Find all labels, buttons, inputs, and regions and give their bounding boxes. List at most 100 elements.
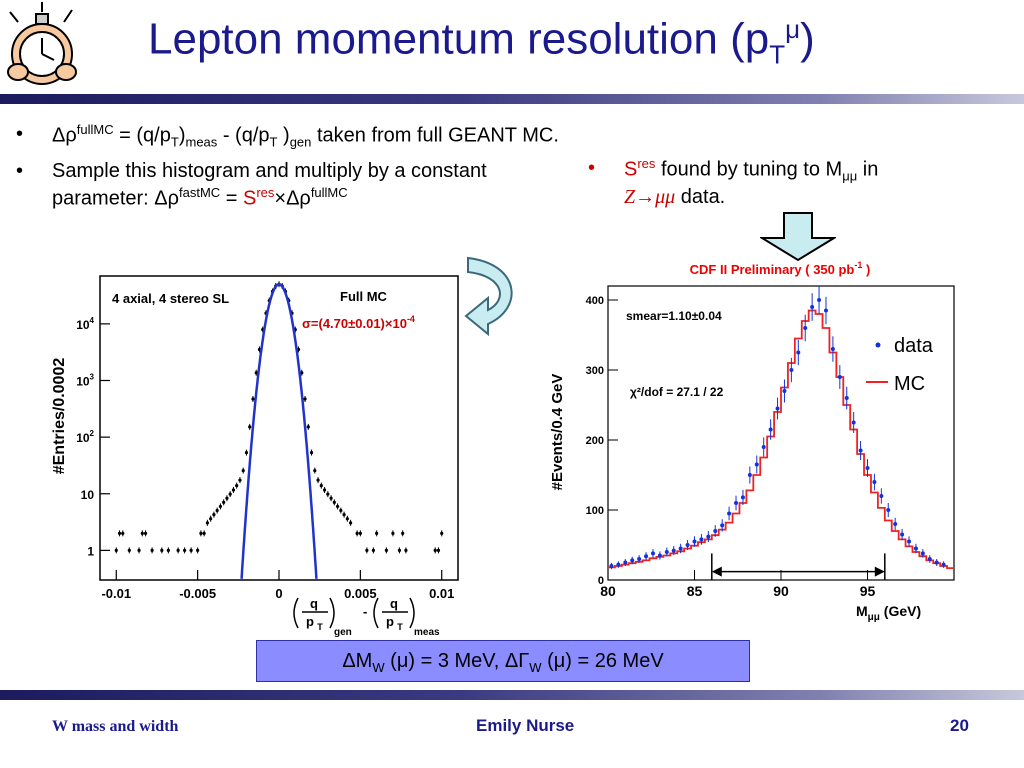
- data-point: [309, 450, 314, 455]
- data-point: [699, 537, 704, 542]
- data-point: [127, 548, 131, 552]
- x-tick-label: 95: [860, 583, 876, 599]
- y-tick-label: 102: [76, 429, 94, 445]
- bottom-divider: [0, 690, 1024, 700]
- gaussian-fit-curve: [240, 283, 318, 579]
- x-tick-label: -0.005: [179, 586, 216, 601]
- svg-text:gen: gen: [334, 627, 352, 638]
- data-point: [630, 558, 635, 563]
- data-point: [768, 427, 773, 432]
- data-point: [637, 557, 642, 561]
- down-arrow-icon: [760, 212, 836, 262]
- data-point: [303, 397, 307, 401]
- data-point: [371, 548, 375, 552]
- y-tick-label: 10: [81, 488, 95, 502]
- svg-text:p: p: [386, 614, 394, 629]
- fit-range-arrow: [711, 553, 886, 580]
- y-tick-label: 0: [598, 575, 604, 587]
- data-point: [117, 531, 122, 535]
- data-point: [865, 466, 870, 470]
- data-point: [782, 389, 787, 393]
- data-point: [345, 517, 349, 521]
- left-label-fullmc: Full MC: [340, 289, 388, 304]
- data-point: [803, 326, 808, 330]
- data-point: [678, 546, 683, 551]
- legend: data MC: [866, 335, 934, 395]
- right-plot-header: CDF II Preliminary ( 350 pb-1 ): [690, 260, 871, 277]
- bullet-item-3: • Sres found by tuning to Mμμ in Z→μμ da…: [588, 156, 879, 209]
- data-point: [934, 560, 939, 565]
- bullet-item-1: • ΔρfullMC = (q/pT)meas - (q/pT )gen tak…: [16, 122, 559, 150]
- x-tick-label: 0: [275, 586, 282, 601]
- y-tick-label: 103: [76, 372, 94, 388]
- right-mass-plot: CDF II Preliminary ( 350 pb-1 ) #Events/…: [549, 260, 955, 623]
- svg-text:-: -: [363, 604, 367, 619]
- data-point: [401, 531, 405, 535]
- data-point: [796, 350, 801, 355]
- data-point: [306, 425, 310, 429]
- data-point: [202, 531, 206, 535]
- data-point: [375, 531, 379, 535]
- data-point: [365, 548, 369, 552]
- y-tick-label: 100: [586, 505, 604, 517]
- data-point: [218, 504, 223, 509]
- data-point: [244, 450, 249, 455]
- data-point: [166, 548, 170, 552]
- data-point: [335, 504, 340, 509]
- data-point: [342, 513, 346, 517]
- data-point: [851, 420, 856, 425]
- data-point: [355, 531, 359, 535]
- footer-left: W mass and width: [52, 718, 179, 735]
- top-divider: [0, 94, 1024, 104]
- data-point: [740, 495, 745, 500]
- page-title: Lepton momentum resolution (pTμ): [148, 14, 815, 70]
- data-point: [143, 531, 148, 535]
- data-point: [222, 500, 226, 504]
- data-point: [322, 488, 327, 492]
- data-point: [329, 496, 333, 500]
- data-point: [844, 396, 849, 400]
- svg-text:p: p: [306, 614, 314, 629]
- left-label-sl: 4 axial, 4 stereo SL: [112, 291, 229, 306]
- bullet-marker: •: [16, 123, 24, 145]
- data-point: [183, 548, 187, 552]
- bullet-item-2: • Sample this histogram and multiply by …: [16, 160, 487, 210]
- data-point: [205, 521, 209, 525]
- data-point: [228, 492, 232, 496]
- data-point: [650, 551, 655, 556]
- result-box: ΔMW (μ) = 3 MeV, ΔΓW (μ) = 26 MeV: [256, 640, 750, 682]
- data-point: [225, 496, 229, 500]
- data-point: [248, 425, 252, 429]
- data-point: [671, 548, 676, 553]
- curved-arrow-icon: [464, 256, 513, 337]
- data-point: [761, 445, 766, 449]
- left-y-axis-label: #Entries/0.0002: [51, 358, 68, 475]
- left-x-axis-label: q p T gen - q p T meas: [293, 596, 440, 638]
- data-point: [241, 468, 245, 473]
- right-bullet-list: • Sres found by tuning to Mμμ in Z→μμ da…: [588, 156, 1008, 219]
- data-point: [160, 548, 164, 552]
- svg-text:q: q: [310, 596, 318, 611]
- x-tick-label: -0.01: [101, 586, 131, 601]
- data-point: [397, 548, 402, 552]
- y-tick-label: 300: [586, 365, 604, 377]
- data-point: [140, 531, 144, 535]
- data-point: [616, 562, 621, 567]
- data-point: [644, 554, 649, 559]
- data-point: [920, 551, 925, 556]
- data-point: [886, 508, 891, 512]
- x-tick-label: 80: [600, 583, 616, 599]
- data-point: [231, 488, 236, 492]
- data-point: [727, 511, 732, 516]
- data-point: [706, 534, 711, 539]
- left-sigma-label: σ=(4.70±0.01)×10-4: [302, 314, 415, 331]
- data-point: [789, 368, 794, 372]
- legend-data-label: data: [894, 335, 934, 357]
- legend-data-marker: [875, 342, 881, 348]
- data-point: [775, 406, 780, 411]
- data-point: [623, 560, 628, 565]
- data-point: [339, 508, 343, 513]
- data-point: [238, 478, 242, 482]
- data-point: [823, 308, 828, 313]
